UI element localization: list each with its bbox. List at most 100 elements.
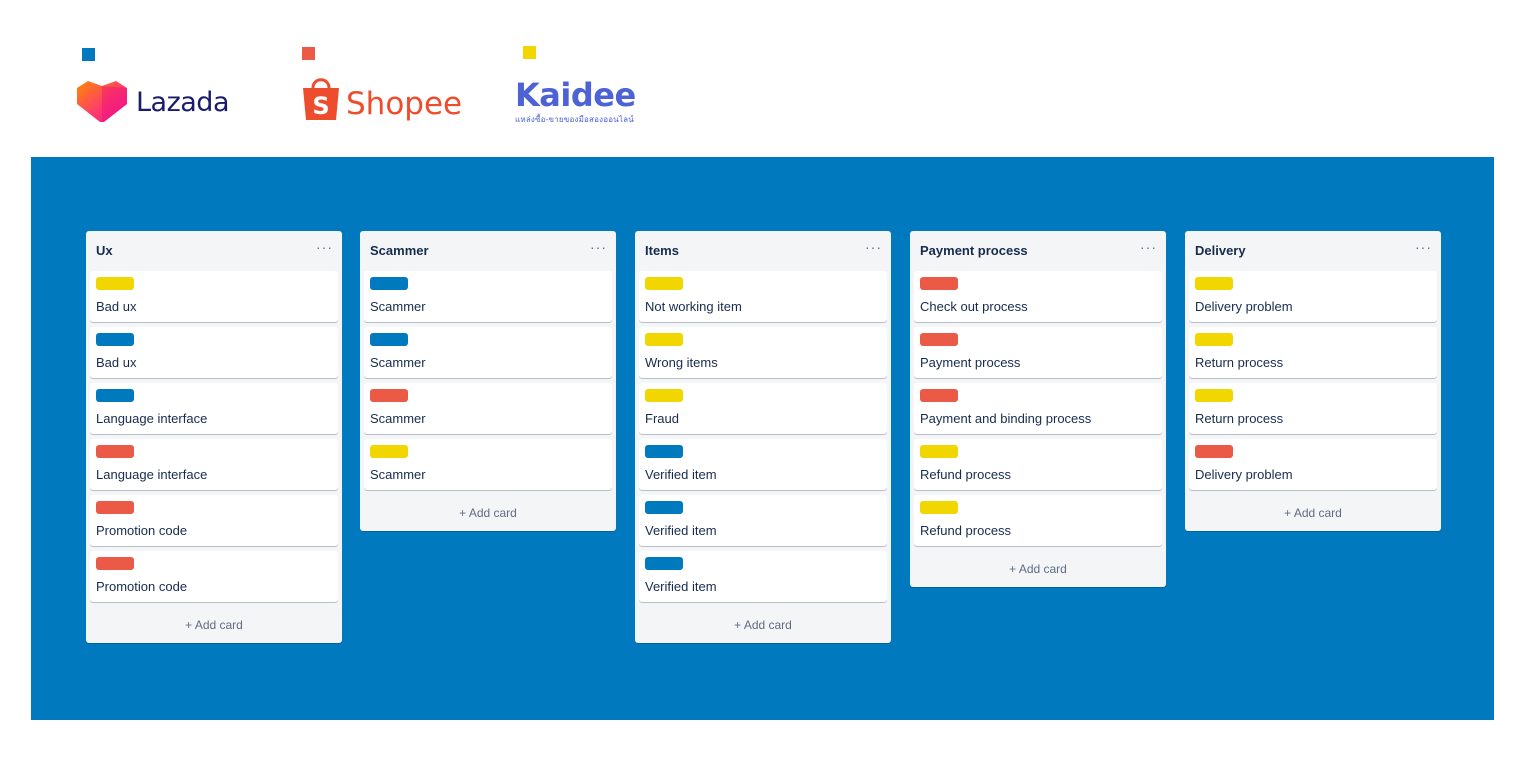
card-label-blue xyxy=(96,333,134,346)
list-title[interactable]: Payment process xyxy=(920,242,1028,258)
list-title[interactable]: Delivery xyxy=(1195,242,1246,258)
card-label-blue xyxy=(370,333,408,346)
card[interactable]: Scammer xyxy=(364,271,612,322)
card-title: Bad ux xyxy=(96,355,137,370)
card-label-red xyxy=(920,277,958,290)
list-header: Ux ··· xyxy=(86,231,342,269)
add-card-button[interactable]: + Add card xyxy=(185,618,243,632)
add-card-button[interactable]: + Add card xyxy=(1009,562,1067,576)
card[interactable]: Refund process xyxy=(914,495,1162,546)
card[interactable]: Payment process xyxy=(914,327,1162,378)
card-list: Check out process Payment process Payment … xyxy=(910,269,1166,546)
card[interactable]: Delivery problem xyxy=(1189,439,1437,490)
card-label-yellow xyxy=(96,277,134,290)
card-label-red xyxy=(920,333,958,346)
list-menu-icon[interactable]: ··· xyxy=(1415,239,1432,255)
card-label-red xyxy=(920,389,958,402)
card[interactable]: Verified item xyxy=(639,551,887,602)
list-menu-icon[interactable]: ··· xyxy=(1140,239,1157,255)
lazada-heart-icon xyxy=(77,81,127,122)
legend-swatch-lazada xyxy=(82,48,95,61)
card-label-yellow xyxy=(1195,389,1233,402)
list-items: Items ··· Not working item Wrong items Fraud… xyxy=(635,231,891,643)
list-header: Delivery ··· xyxy=(1185,231,1441,269)
card-list: Bad ux Bad ux Language interface Language i… xyxy=(86,269,342,602)
card[interactable]: Promotion code xyxy=(90,495,338,546)
card-title: Return process xyxy=(1195,355,1284,370)
list-delivery: Delivery ··· Delivery problem Return proces… xyxy=(1185,231,1441,531)
card-list: Scammer Scammer Scammer Scammer xyxy=(360,269,616,490)
card[interactable]: Payment and binding process xyxy=(914,383,1162,434)
card-label-red xyxy=(96,501,134,514)
board: Ux ··· Bad ux Bad ux Language interface Langu… xyxy=(31,157,1494,720)
card-title: Fraud xyxy=(645,411,679,426)
card-label-red xyxy=(1195,445,1233,458)
add-card-button[interactable]: + Add card xyxy=(459,506,517,520)
add-card-button[interactable]: + Add card xyxy=(1284,506,1342,520)
card-label-blue xyxy=(96,389,134,402)
card-title: Delivery problem xyxy=(1195,299,1293,314)
card[interactable]: Verified item xyxy=(639,439,887,490)
card-label-blue xyxy=(370,277,408,290)
kaidee-wordmark: Kaidee xyxy=(515,76,636,114)
list-menu-icon[interactable]: ··· xyxy=(865,239,882,255)
list-title[interactable]: Scammer xyxy=(370,242,429,258)
card-label-yellow xyxy=(645,389,683,402)
card-list: Delivery problem Return process Return pro… xyxy=(1185,269,1441,490)
card-title: Refund process xyxy=(920,467,1012,482)
card-label-yellow xyxy=(645,333,683,346)
card[interactable]: Promotion code xyxy=(90,551,338,602)
card-label-yellow xyxy=(920,501,958,514)
list-scammer: Scammer ··· Scammer Scammer Scammer Scammer + … xyxy=(360,231,616,531)
card[interactable]: Bad ux xyxy=(90,271,338,322)
card-title: Payment and binding process xyxy=(920,411,1092,426)
add-card-button[interactable]: + Add card xyxy=(734,618,792,632)
card-title: Check out process xyxy=(920,299,1028,314)
card[interactable]: Check out process xyxy=(914,271,1162,322)
card-title: Verified item xyxy=(645,467,717,482)
list-header: Payment process ··· xyxy=(910,231,1166,269)
card[interactable]: Return process xyxy=(1189,383,1437,434)
card-list: Not working item Wrong items Fraud Verified… xyxy=(635,269,891,602)
lazada-wordmark: Lazada xyxy=(136,86,230,118)
card-title: Wrong items xyxy=(645,355,718,370)
card-label-yellow xyxy=(1195,277,1233,290)
card-label-blue xyxy=(645,557,683,570)
card-title: Payment process xyxy=(920,355,1021,370)
list-menu-icon[interactable]: ··· xyxy=(316,239,333,255)
card[interactable]: Scammer xyxy=(364,327,612,378)
shopee-bag-icon: S xyxy=(303,78,339,120)
card[interactable]: Language interface xyxy=(90,383,338,434)
card-title: Return process xyxy=(1195,411,1284,426)
card-title: Verified item xyxy=(645,523,717,538)
card[interactable]: Not working item xyxy=(639,271,887,322)
card-label-yellow xyxy=(920,445,958,458)
card[interactable]: Scammer xyxy=(364,383,612,434)
card-label-red xyxy=(370,389,408,402)
list-title[interactable]: Items xyxy=(645,242,679,258)
card[interactable]: Bad ux xyxy=(90,327,338,378)
card[interactable]: Verified item xyxy=(639,495,887,546)
card[interactable]: Fraud xyxy=(639,383,887,434)
card-label-yellow xyxy=(1195,333,1233,346)
list-ux: Ux ··· Bad ux Bad ux Language interface Langu… xyxy=(86,231,342,643)
card-title: Language interface xyxy=(96,411,208,426)
card-title: Bad ux xyxy=(96,299,137,314)
card[interactable]: Wrong items xyxy=(639,327,887,378)
card-title: Language interface xyxy=(96,467,208,482)
list-title[interactable]: Ux xyxy=(96,242,113,258)
list-menu-icon[interactable]: ··· xyxy=(590,239,607,255)
card[interactable]: Scammer xyxy=(364,439,612,490)
card[interactable]: Return process xyxy=(1189,327,1437,378)
legend-swatch-shopee xyxy=(302,47,315,60)
svg-text:S: S xyxy=(312,92,329,120)
card-label-blue xyxy=(645,501,683,514)
shopee-wordmark: Shopee xyxy=(346,86,463,122)
card-label-yellow xyxy=(370,445,408,458)
card[interactable]: Language interface xyxy=(90,439,338,490)
card-title: Promotion code xyxy=(96,579,188,594)
card-label-red xyxy=(96,445,134,458)
card[interactable]: Refund process xyxy=(914,439,1162,490)
card-title: Promotion code xyxy=(96,523,188,538)
card[interactable]: Delivery problem xyxy=(1189,271,1437,322)
